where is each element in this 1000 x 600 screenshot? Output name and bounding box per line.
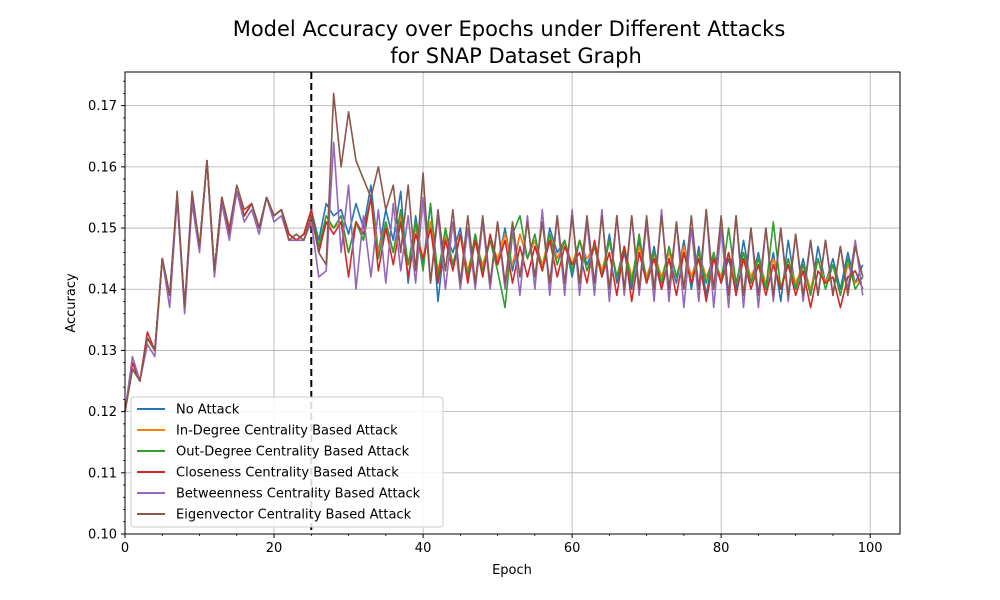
- series-lines: [124, 92, 864, 412]
- chart-title-line-1: Model Accuracy over Epochs under Differe…: [233, 17, 786, 41]
- x-axis-label: Epoch: [492, 563, 532, 578]
- y-tick-label: 0.14: [88, 283, 117, 298]
- legend: No Attack In-Degree Centrality Based Atta…: [130, 396, 444, 528]
- x-tick-label: 40: [415, 541, 432, 556]
- y-tick-label: 0.17: [88, 99, 117, 114]
- y-tick-label: 0.12: [88, 405, 117, 420]
- x-tick-label: 60: [564, 541, 581, 556]
- x-tick-label: 0: [121, 541, 129, 556]
- y-tick-label: 0.16: [88, 160, 117, 175]
- legend-label: No Attack: [176, 403, 240, 418]
- legend-label: Closeness Centrality Based Attack: [176, 466, 399, 481]
- x-tick-label: 80: [713, 541, 730, 556]
- y-tick-label: 0.11: [88, 466, 117, 481]
- y-tick-label: 0.13: [88, 344, 117, 359]
- x-tick-label: 20: [266, 541, 283, 556]
- legend-label: Eigenvector Centrality Based Attack: [176, 508, 412, 523]
- x-axis-ticks: 0 20 40 60 80 100: [121, 534, 883, 556]
- y-tick-label: 0.10: [88, 528, 117, 543]
- chart-title-line-2: for SNAP Dataset Graph: [390, 44, 642, 68]
- y-tick-label: 0.15: [88, 222, 117, 237]
- legend-label: Out-Degree Centrality Based Attack: [176, 445, 410, 460]
- legend-frame: [130, 396, 444, 528]
- legend-label: Betweenness Centrality Based Attack: [176, 487, 421, 502]
- series-line-5: [124, 92, 864, 412]
- x-tick-label: 100: [858, 541, 883, 556]
- legend-label: In-Degree Centrality Based Attack: [176, 424, 398, 439]
- gridlines: [124, 72, 900, 535]
- y-axis-label: Accuracy: [64, 273, 79, 333]
- plot-frame: [124, 71, 901, 535]
- y-axis-ticks: 0.10 0.11 0.12 0.13 0.14 0.15 0.16 0.17: [88, 80, 125, 543]
